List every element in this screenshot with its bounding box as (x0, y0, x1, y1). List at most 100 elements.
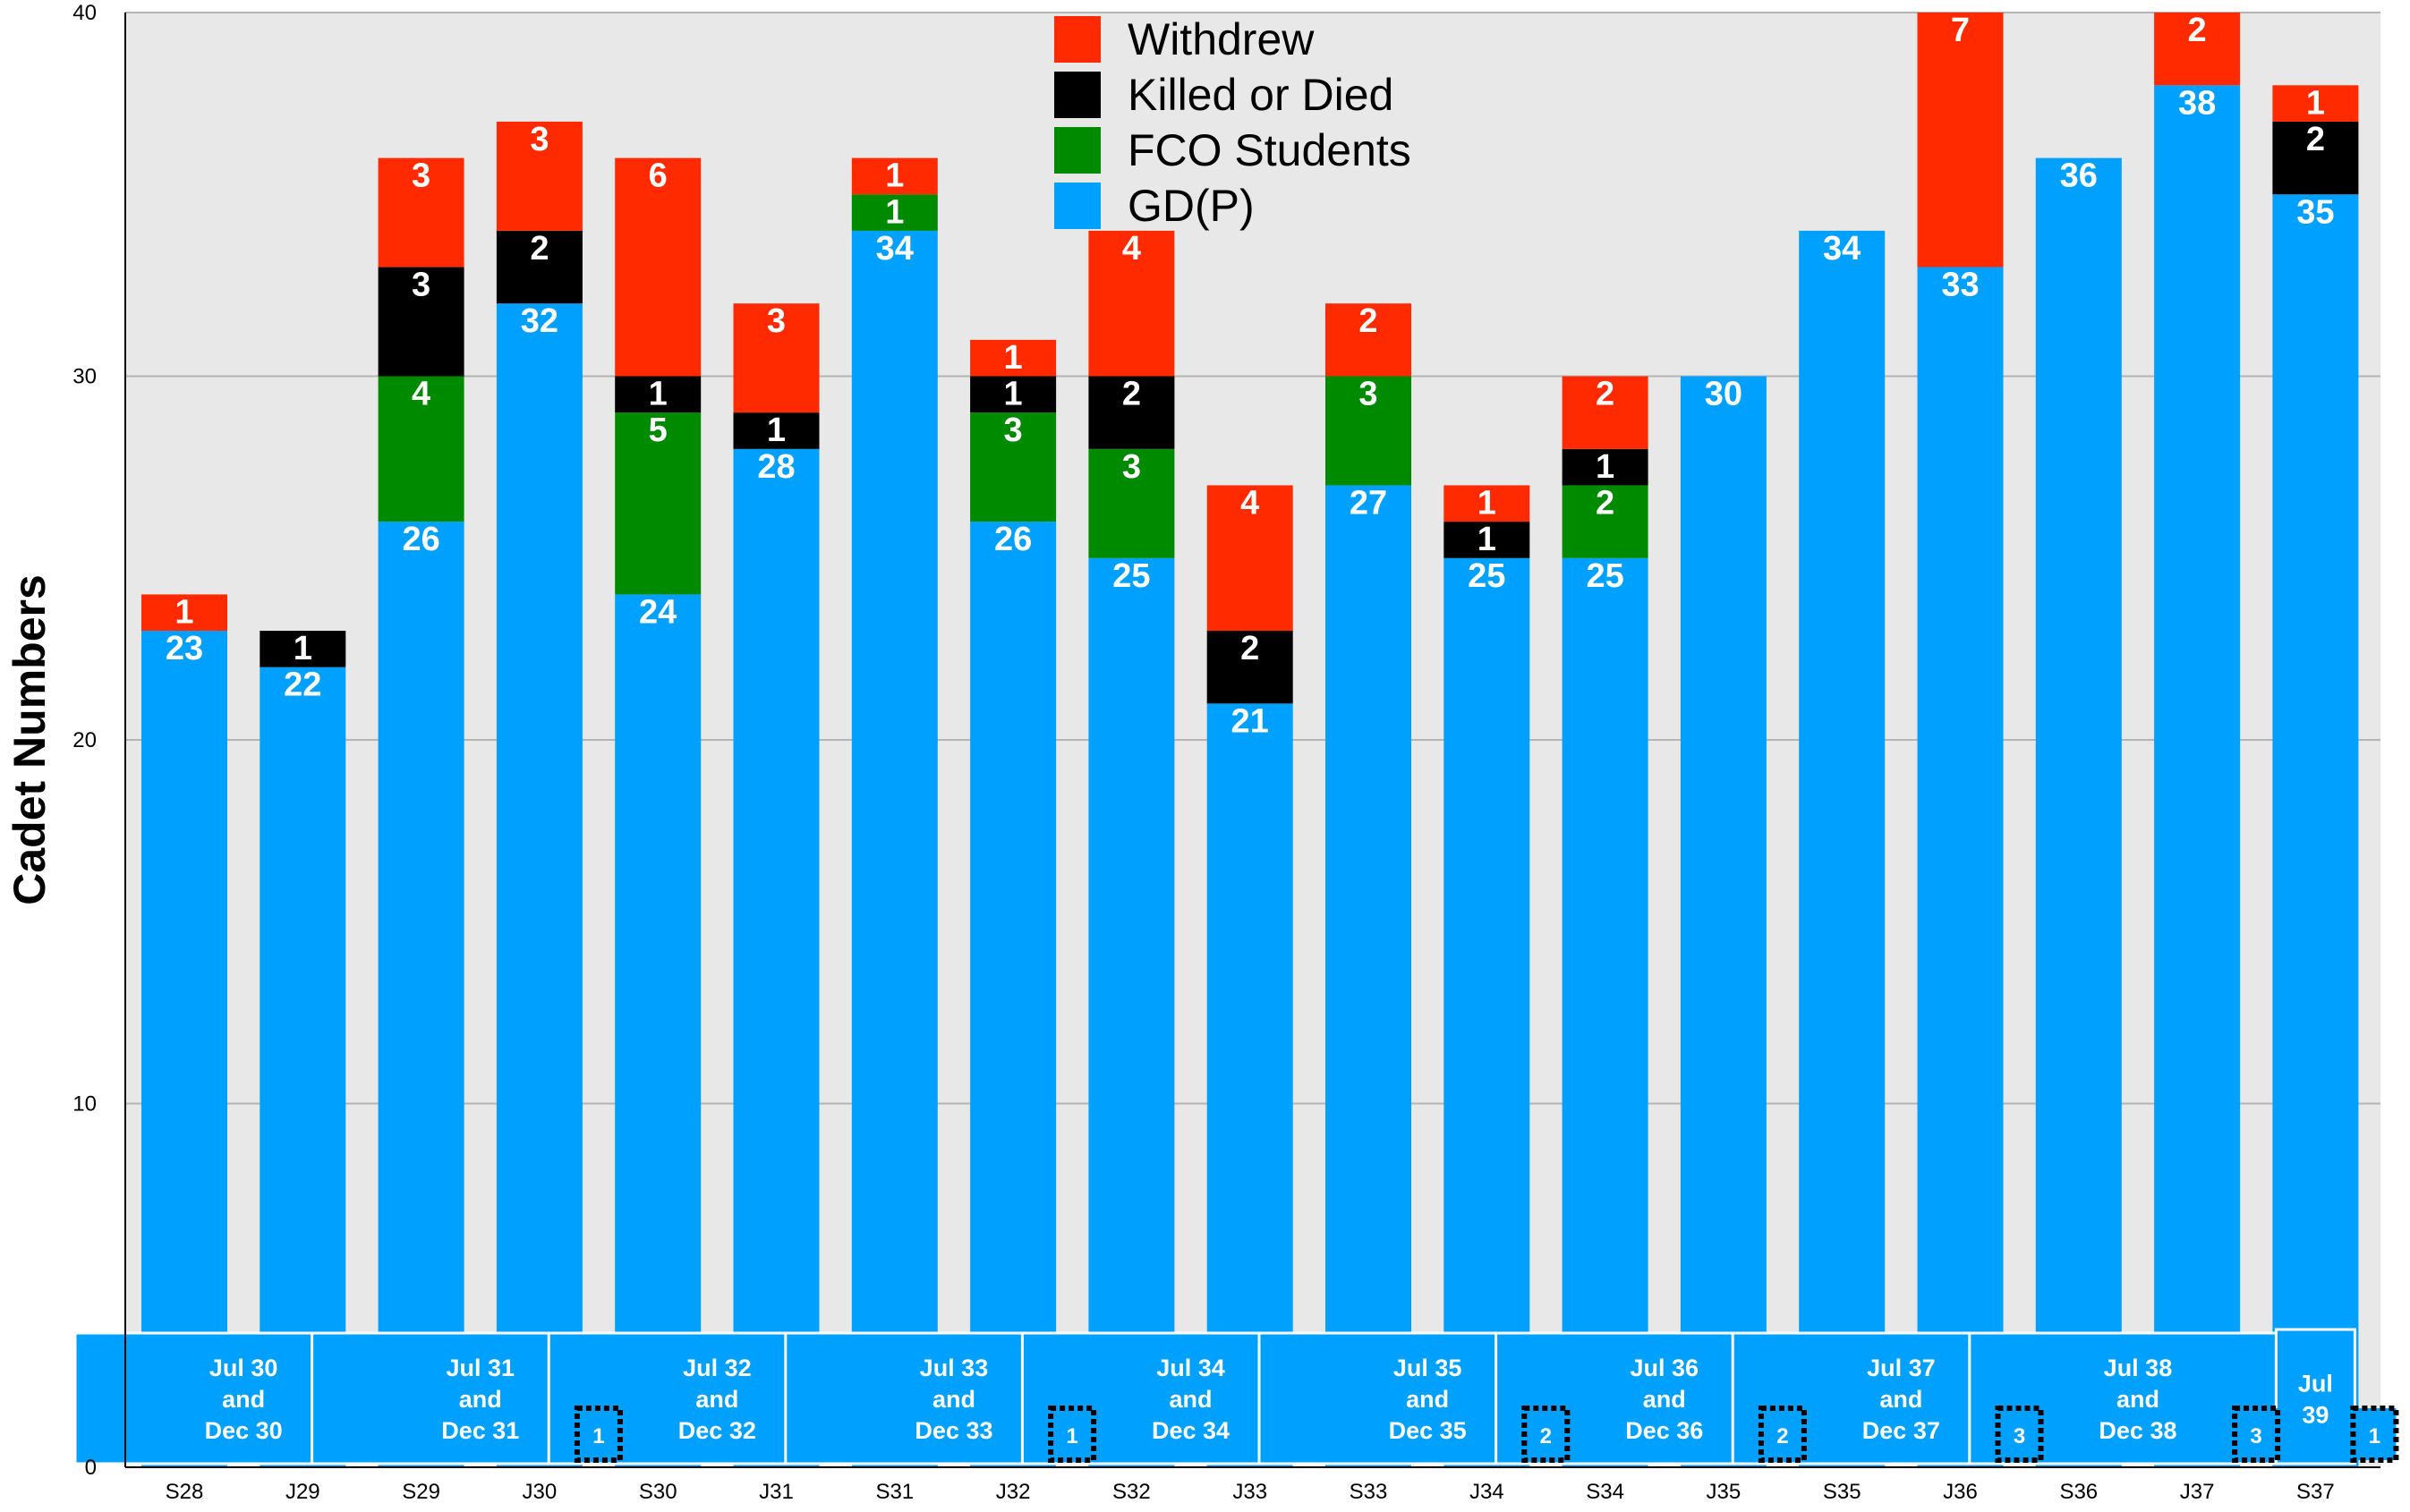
x-tick-label: J31 (759, 1480, 794, 1504)
x-tick-label: J29 (285, 1480, 320, 1504)
bar-segment (1088, 448, 1175, 558)
bar-segment (378, 522, 464, 1467)
data-label: 32 (521, 302, 558, 340)
bar-segment (851, 157, 938, 195)
x-tick-label: S33 (1350, 1480, 1388, 1504)
graduation-group-box (2274, 1328, 2356, 1465)
graduation-group-label: Dec 34 (1152, 1417, 1230, 1444)
graduation-group-label: and (1170, 1386, 1213, 1413)
data-label: 25 (1468, 557, 1505, 595)
x-tick-label: S35 (1823, 1480, 1861, 1504)
y-tick-label: 40 (72, 1, 97, 25)
x-tick-label: S31 (875, 1480, 914, 1504)
y-axis-label: Cadet Numbers (4, 574, 55, 905)
data-label: 1 (649, 376, 668, 413)
data-label: 1 (885, 157, 904, 195)
data-label: 3 (1122, 448, 1141, 486)
data-label: 22 (284, 667, 321, 704)
bar-segment (1562, 557, 1648, 1467)
data-label: 1 (1478, 521, 1496, 558)
bar-segment (1325, 376, 1411, 486)
data-label: 3 (412, 157, 430, 195)
bar-segment (2154, 13, 2241, 86)
bar-segment (378, 267, 464, 377)
legend-entry: Withdrew (1128, 14, 1315, 64)
bar-segment (970, 522, 1057, 1467)
data-label: 1 (1004, 376, 1023, 413)
data-label: 21 (1231, 702, 1269, 740)
graduation-group-label: Dec 31 (441, 1417, 519, 1444)
dotted-marker-label: 3 (2250, 1424, 2261, 1448)
data-label: 35 (2296, 193, 2334, 231)
graduation-group-label: and (459, 1386, 502, 1413)
data-label: 2 (1122, 376, 1141, 413)
bar-segment (733, 412, 820, 449)
bar-segment (496, 230, 583, 304)
graduation-group-label: Jul 37 (1867, 1355, 1936, 1381)
bar-segment (615, 412, 702, 595)
data-label: 28 (757, 448, 795, 486)
bar-segment (141, 594, 227, 632)
dotted-markers: 1 1 2 2 3 3 1 (574, 1406, 2399, 1463)
y-tick-label: 0 (85, 1456, 97, 1480)
data-label: 3 (1004, 412, 1023, 449)
bar-segment (1206, 631, 1293, 704)
x-tick-label: S37 (2296, 1480, 2335, 1504)
graduation-group-label: Jul 38 (2104, 1355, 2173, 1381)
bar-segment (1562, 448, 1648, 486)
y-tick-label: 10 (72, 1092, 97, 1117)
graduation-group-label: Jul 33 (920, 1355, 989, 1381)
bar-segment (1562, 485, 1648, 558)
graduation-group-label: and (695, 1386, 738, 1413)
data-label: 3 (767, 302, 786, 340)
data-label: 26 (402, 521, 439, 558)
data-label: 1 (885, 193, 904, 231)
data-label: 3 (530, 121, 549, 158)
bar-segment (1088, 376, 1175, 449)
y-tick-label: 30 (72, 365, 97, 389)
data-label: 30 (1705, 376, 1742, 413)
data-label: 2 (2306, 121, 2325, 158)
bar-segment (1206, 485, 1293, 632)
bar-segment (1799, 230, 1886, 1467)
bar-segment (1443, 485, 1530, 522)
graduation-group-label: Jul 30 (209, 1355, 278, 1381)
dotted-marker-box (1048, 1406, 1097, 1463)
dotted-marker-label: 1 (592, 1424, 604, 1448)
data-label: 24 (639, 593, 677, 631)
graduation-group-label: Jul 34 (1156, 1355, 1225, 1381)
bar-segment (970, 412, 1057, 522)
legend-swatch (1054, 72, 1101, 118)
data-label: 1 (1478, 484, 1496, 522)
x-tick-label: S30 (639, 1480, 677, 1504)
graduation-group-label: Jul 35 (1393, 1355, 1462, 1381)
bar-segment (260, 631, 346, 667)
x-tick-label: S28 (166, 1480, 204, 1504)
x-tick-label: J35 (1707, 1480, 1742, 1504)
data-label: 2 (1358, 302, 1377, 340)
bar-segment (851, 194, 938, 231)
dotted-marker-box (1995, 1406, 2044, 1463)
bar-segment (496, 303, 583, 1468)
bar-segment (1680, 376, 1767, 1467)
graduation-group-label: Dec 35 (1389, 1417, 1467, 1444)
bar-segment (2154, 85, 2241, 1467)
legend-swatch (1054, 16, 1101, 63)
data-label: 36 (2060, 157, 2098, 195)
graduation-group-label: Dec 36 (1625, 1417, 1703, 1444)
graduation-group-label: Dec 32 (678, 1417, 756, 1444)
x-tick-label: J32 (996, 1480, 1031, 1504)
x-tick-label: J36 (1943, 1480, 1978, 1504)
legend-swatch (1054, 127, 1101, 174)
graduation-group-label: 39 (2302, 1402, 2329, 1429)
bars: 2312212643332232451628133411263112532421… (141, 12, 2359, 1468)
bar-segment (1325, 485, 1411, 1468)
bar-segment (141, 631, 227, 1467)
bar-segment (2272, 194, 2359, 1467)
data-label: 34 (876, 230, 914, 268)
bar-segment (733, 448, 820, 1467)
dotted-marker-box (1521, 1406, 1571, 1463)
